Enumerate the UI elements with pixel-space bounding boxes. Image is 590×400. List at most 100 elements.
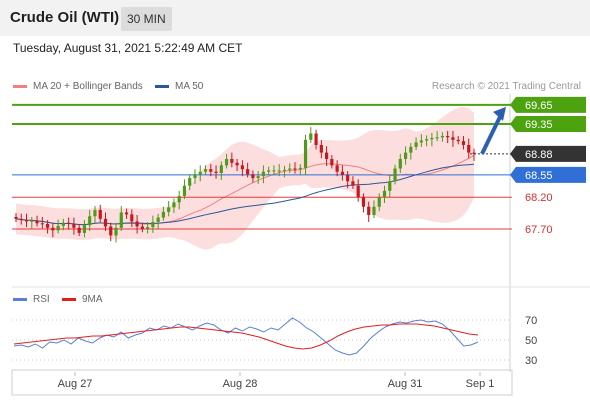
candle-body	[61, 222, 65, 226]
candle-body	[219, 165, 223, 173]
candle-body	[198, 171, 202, 175]
candle-body	[246, 169, 250, 175]
candle-body	[346, 174, 350, 182]
legend-bollinger-label: MA 20 + Bollinger Bands	[33, 81, 143, 92]
x-tick-label: Aug 27	[58, 378, 93, 390]
candle-body	[56, 225, 60, 231]
candle-body	[382, 190, 387, 198]
candle-body	[393, 168, 397, 182]
candle-body	[19, 218, 23, 221]
rsi-ma-line	[13, 323, 479, 350]
candle-body	[261, 171, 266, 177]
level-label-67.70: 67.70	[525, 224, 553, 236]
candle-body	[356, 185, 360, 198]
candle-body	[377, 197, 381, 207]
level-tag-69.65	[510, 96, 586, 113]
candle-body	[414, 142, 418, 147]
candle-body	[93, 209, 97, 217]
level-label-68.20: 68.20	[525, 192, 553, 204]
candle-body	[324, 152, 329, 159]
candle-body	[467, 144, 471, 153]
ma50-line	[15, 163, 475, 226]
candle-body	[35, 220, 39, 224]
candle-body	[182, 185, 187, 196]
candle-body	[440, 136, 445, 138]
level-tag-69.35	[510, 115, 586, 132]
candle-body	[135, 221, 139, 227]
candle-body	[282, 169, 287, 171]
candle-body	[251, 174, 255, 179]
candle-body	[419, 140, 423, 143]
candle-body	[151, 222, 155, 228]
candle-body	[272, 170, 276, 172]
candle-body	[267, 170, 271, 172]
ma50-swatch	[155, 84, 169, 88]
candle-body	[77, 227, 81, 233]
candle-body	[124, 212, 129, 215]
forecast-arrow-head	[493, 106, 506, 121]
bollinger-band-area	[16, 106, 474, 250]
candle-body	[330, 158, 334, 166]
candle-body	[119, 212, 123, 228]
candle-body	[146, 227, 150, 230]
legend-rsi-label: RSI	[33, 294, 50, 305]
candle-body	[409, 146, 413, 153]
candle-body	[167, 207, 171, 212]
rsi-tick-label: 50	[525, 335, 537, 347]
candle-body	[209, 169, 213, 172]
candle-body	[130, 214, 134, 222]
candle-body	[319, 144, 323, 153]
candle-body	[45, 223, 50, 228]
level-tag-68.55	[510, 166, 586, 183]
candle-body	[456, 139, 460, 142]
candle-body	[461, 141, 466, 145]
candle-body	[451, 137, 455, 140]
rsi-swatch	[13, 297, 27, 301]
x-tick-label: Sep 1	[466, 378, 495, 390]
candle-body	[235, 162, 239, 166]
candle-body	[67, 222, 71, 224]
forecast-arrow-shaft	[480, 115, 502, 155]
instrument-title: Crude Oil (WTI)	[10, 9, 120, 26]
candle-body	[403, 152, 408, 159]
rsi-tick-label: 70	[525, 315, 537, 327]
level-tag-68.88	[510, 145, 586, 162]
candle-body	[240, 165, 244, 170]
candle-body	[51, 227, 55, 231]
candle-body	[14, 216, 18, 219]
candle-body	[40, 223, 44, 225]
timeframe-button[interactable]: 30 MIN	[121, 7, 172, 31]
candle-body	[314, 133, 318, 145]
candle-body	[30, 220, 34, 222]
credit-text: Research © 2021 Trading Central	[431, 81, 581, 92]
candle-body	[24, 220, 29, 222]
legend-rsi-ma-label: 9MA	[82, 294, 103, 305]
candle-body	[298, 167, 302, 170]
candle-body	[140, 226, 144, 230]
legend-rsi-ma: 9MA	[62, 294, 103, 305]
candle-body	[109, 226, 113, 236]
bollinger-swatch	[13, 84, 27, 88]
candle-body	[88, 216, 92, 226]
candle-body	[398, 158, 402, 169]
candle-body	[288, 168, 292, 170]
level-label-68.88: 68.88	[525, 149, 553, 161]
candle-body	[161, 211, 166, 218]
level-label-69.35: 69.35	[525, 119, 553, 131]
candle-body	[372, 206, 376, 216]
candle-body	[430, 137, 434, 140]
legend-ma50-label: MA 50	[175, 81, 204, 92]
x-tick-label: Aug 31	[388, 378, 423, 390]
candle-body	[293, 168, 297, 170]
timestamp: Tuesday, August 31, 2021 5:22:49 AM CET	[13, 41, 243, 55]
time-axis-frame	[11, 369, 513, 396]
candle-body	[103, 218, 108, 227]
candle-body	[72, 223, 76, 228]
legend-bollinger: MA 20 + Bollinger Bands	[13, 81, 143, 92]
candle-body	[172, 202, 176, 208]
x-tick-label: Aug 28	[223, 378, 258, 390]
candle-body	[203, 169, 208, 172]
candle-body	[256, 176, 260, 179]
rsi-ma-swatch	[62, 297, 76, 301]
